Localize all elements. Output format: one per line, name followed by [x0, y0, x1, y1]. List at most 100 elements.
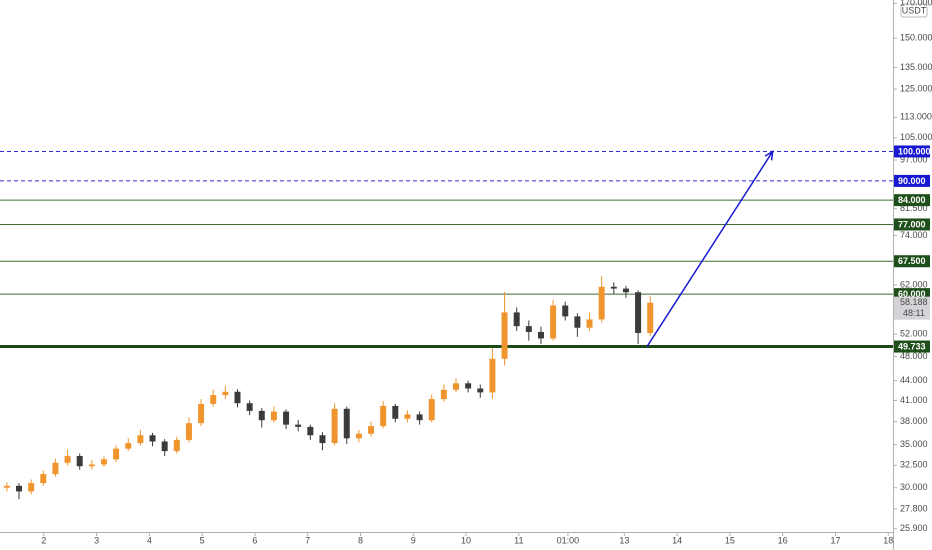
candle-body: [100, 459, 107, 465]
candle-body: [161, 441, 168, 452]
candle-body: [125, 443, 132, 449]
candle-body: [562, 305, 569, 317]
level-tag: [894, 340, 930, 353]
x-tick-label: 5: [200, 535, 205, 545]
x-tick-label: 11: [514, 535, 523, 545]
level-tag-label: 100.000: [898, 146, 931, 156]
candle-body: [392, 405, 399, 419]
candle-body: [198, 403, 205, 424]
candle-body: [185, 423, 192, 440]
y-tick-label: 38.000: [900, 416, 928, 426]
x-tick-label: 17: [830, 535, 840, 545]
candle-body: [88, 464, 95, 467]
candle-body: [477, 388, 484, 393]
x-tick-label: 01:00: [557, 535, 580, 545]
arrow-head: [764, 150, 774, 161]
candle-body: [246, 403, 253, 411]
y-tick-label: 150.000: [900, 33, 932, 43]
candle-body: [149, 435, 156, 442]
candle-body: [307, 426, 314, 436]
y-tick-label: 113.000: [900, 112, 932, 122]
candle-body: [40, 474, 47, 484]
candle-body: [343, 408, 350, 439]
candle-body: [489, 358, 496, 393]
y-tick-label: 62.000: [900, 279, 928, 289]
candle-body: [404, 414, 411, 419]
level-tag-label: 67.500: [898, 256, 926, 266]
y-tick-label: 170.000: [900, 0, 932, 8]
candle-body: [368, 426, 375, 434]
y-tick-label: 25.900: [900, 523, 928, 533]
candle-body: [258, 410, 265, 421]
level-tag: [894, 174, 930, 187]
y-tick-label: 35.000: [900, 439, 928, 449]
candle-body: [501, 312, 508, 359]
price-tag-label: 58.188: [900, 297, 928, 307]
y-tick-label: 27.800: [900, 503, 928, 513]
candle-body: [210, 395, 217, 404]
level-tag: [894, 194, 930, 207]
candle-body: [610, 286, 617, 289]
x-tick-label: 3: [94, 535, 99, 545]
y-tick-label: 52.000: [900, 328, 928, 338]
y-tick-label: 97.000: [900, 154, 928, 164]
candle-body: [52, 462, 59, 475]
candle-body: [525, 326, 532, 332]
candle-body: [76, 456, 83, 467]
candle-body: [283, 411, 290, 425]
x-tick-label: 16: [778, 535, 788, 545]
x-tick-label: 9: [411, 535, 416, 545]
candle-body: [647, 302, 654, 334]
x-tick-label: 14: [672, 535, 682, 545]
candle-body: [380, 405, 387, 427]
candle-body: [453, 383, 459, 390]
y-tick-label: 74.000: [900, 230, 928, 240]
candle-body: [428, 399, 435, 421]
candle-body: [355, 433, 362, 439]
level-tag-label: 49.733: [898, 341, 926, 351]
unit-box: [900, 3, 928, 18]
candle-body: [622, 288, 629, 293]
candle-body: [635, 292, 642, 334]
candle-body: [222, 391, 229, 396]
candle-body: [513, 312, 520, 327]
y-tick-label: 105.000: [900, 132, 932, 142]
y-tick-label: 81.500: [900, 203, 928, 213]
candle-body: [331, 408, 338, 444]
x-tick-label: 2: [41, 535, 46, 545]
x-tick-label: 15: [725, 535, 735, 545]
y-tick-label: 48.000: [900, 351, 928, 361]
candle-body: [319, 435, 326, 444]
level-tag: [894, 218, 930, 231]
candle-body: [113, 448, 120, 460]
level-tag-label: 84.000: [898, 195, 926, 205]
x-tick-label: 4: [147, 535, 152, 545]
x-tick-label: 10: [461, 535, 471, 545]
level-tag: [894, 255, 930, 268]
y-tick-label: 32.500: [900, 460, 928, 470]
level-tag-label: 60.000: [898, 289, 926, 299]
candle-body: [416, 414, 423, 421]
candle-body: [550, 305, 557, 339]
candle-body: [598, 286, 605, 320]
price-tag: [894, 296, 930, 320]
trend-arrow: [646, 151, 774, 347]
candle-body: [440, 389, 447, 400]
x-tick-label: 6: [252, 535, 257, 545]
candle-body: [3, 485, 10, 488]
unit-label: USDT: [902, 5, 927, 15]
candle-body: [137, 435, 144, 444]
candle-body: [270, 411, 277, 421]
candle-body: [64, 456, 71, 463]
y-tick-label: 30.000: [900, 482, 928, 492]
x-tick-label: 18: [883, 535, 893, 545]
y-tick-label: 44.000: [900, 375, 928, 385]
candle-body: [537, 331, 544, 339]
level-tag-label: 77.000: [898, 219, 926, 229]
level-tag: [894, 145, 930, 158]
candle-body: [28, 483, 35, 492]
candle-body: [574, 316, 581, 328]
level-tag-label: 90.000: [898, 176, 926, 186]
candle-body: [16, 485, 22, 492]
